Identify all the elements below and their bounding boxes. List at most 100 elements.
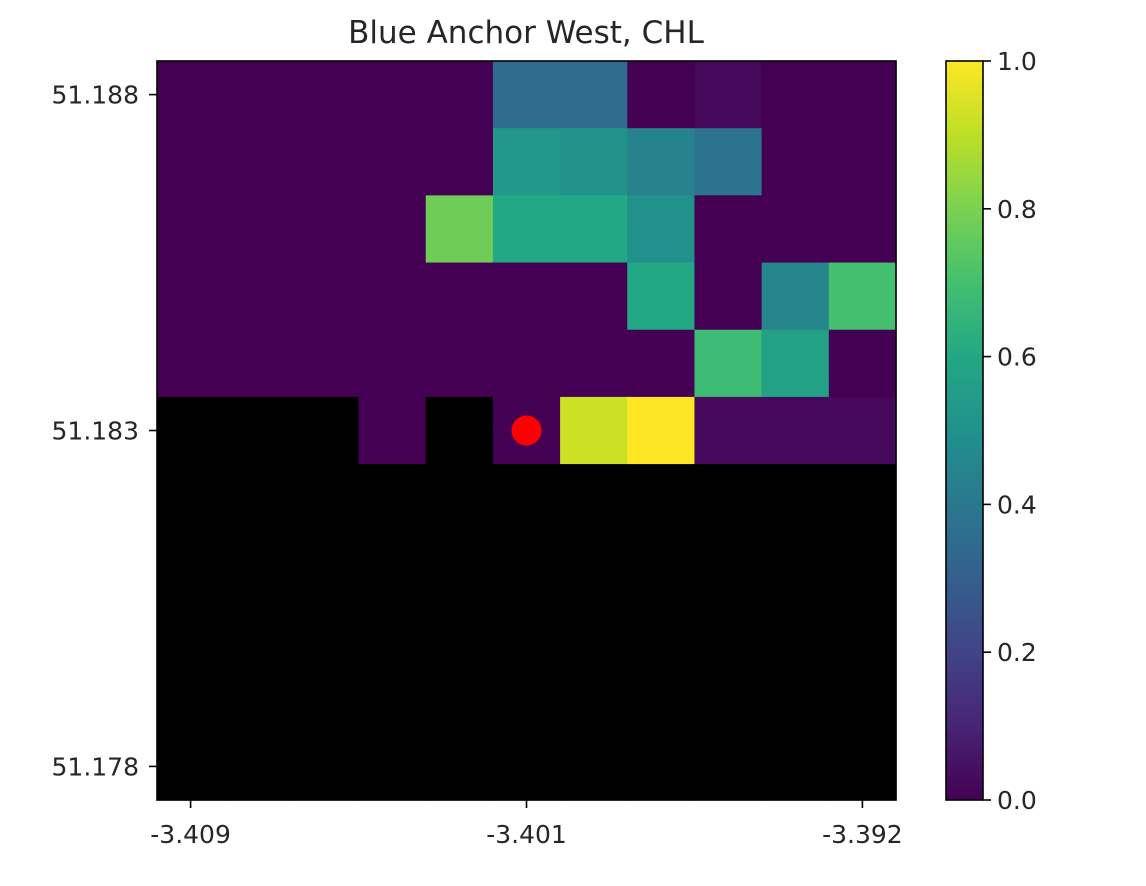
masked-cell (157, 531, 225, 600)
masked-cell (627, 665, 696, 734)
colorbar-tick-label: 0.8 (997, 195, 1037, 224)
heatmap-cell (492, 329, 561, 398)
masked-cell (694, 732, 763, 801)
masked-cell (694, 665, 763, 734)
heatmap-cell (761, 329, 830, 398)
masked-cell (291, 732, 360, 801)
colorbar (946, 61, 983, 800)
heatmap-cell (492, 61, 561, 129)
masked-cell (358, 598, 427, 667)
heatmap-cell (492, 195, 561, 264)
masked-cell (425, 531, 494, 600)
masked-cell (157, 396, 225, 465)
heatmap-cell (358, 396, 427, 465)
masked-cell (224, 531, 292, 600)
masked-cell (694, 531, 763, 600)
heatmap-cell (828, 262, 897, 331)
masked-cell (224, 598, 292, 667)
heatmap-cell (627, 262, 696, 331)
masked-cell (828, 531, 897, 600)
heatmap-cell (828, 61, 897, 129)
heatmap-cell (224, 128, 292, 196)
colorbar-tick-label: 0.6 (997, 343, 1037, 372)
heatmap-cell (291, 262, 360, 331)
masked-cell (828, 464, 897, 532)
heatmap-cell (828, 128, 897, 196)
heatmap-cell (224, 61, 292, 129)
heatmap-cell (291, 128, 360, 196)
heatmap-cell (425, 262, 494, 331)
masked-cell (761, 732, 830, 801)
heatmap-cell (627, 61, 696, 129)
heatmap-cell (358, 329, 427, 398)
masked-cell (492, 464, 561, 532)
masked-cell (224, 732, 292, 801)
masked-cell (224, 464, 292, 532)
heatmap-cell (761, 128, 830, 196)
masked-cell (761, 665, 830, 734)
heatmap-cell (157, 61, 225, 129)
heatmap-cell (358, 128, 427, 196)
masked-cell (828, 665, 897, 734)
heatmap-cell (157, 195, 225, 264)
colorbar-tick-label: 0.4 (997, 490, 1037, 519)
heatmap-cell (358, 195, 427, 264)
masked-cell (560, 464, 628, 532)
masked-cell (560, 732, 628, 801)
masked-cell (761, 598, 830, 667)
heatmap-cell (627, 128, 696, 196)
masked-cell (358, 665, 427, 734)
masked-cell (157, 665, 225, 734)
heatmap-cell (224, 262, 292, 331)
heatmap-cell (425, 128, 494, 196)
masked-cell (425, 396, 494, 465)
masked-cell (627, 732, 696, 801)
y-tick-label: 51.178 (52, 752, 139, 781)
masked-cell (224, 665, 292, 734)
heatmap-cell (157, 128, 225, 196)
heatmap-cell (694, 195, 763, 264)
heatmap-cell (761, 195, 830, 264)
masked-cell (425, 464, 494, 532)
masked-cell (694, 598, 763, 667)
colorbar-tick-label: 0.2 (997, 638, 1037, 667)
heatmap-cell (560, 396, 628, 465)
masked-cell (291, 598, 360, 667)
heatmap-cell (224, 329, 292, 398)
x-tick-label: -3.392 (822, 820, 903, 849)
heatmap-cell (291, 329, 360, 398)
masked-cell (291, 665, 360, 734)
colorbar-tick-label: 0.0 (997, 786, 1037, 815)
masked-cell (291, 464, 360, 532)
heatmap-cell (492, 262, 561, 331)
masked-cell (761, 464, 830, 532)
heatmap-cell (492, 128, 561, 196)
heatmap-cell (425, 329, 494, 398)
heatmap-cell (694, 329, 763, 398)
heatmap-cell (560, 195, 628, 264)
heatmap-cell (560, 329, 628, 398)
heatmap-cell (560, 262, 628, 331)
colorbar-tick-label: 1.0 (997, 47, 1037, 76)
heatmap-cell (157, 329, 225, 398)
masked-cell (157, 732, 225, 801)
x-axis: -3.409 -3.401 -3.392 (150, 800, 903, 849)
heatmap-cell (157, 262, 225, 331)
masked-cell (627, 464, 696, 532)
y-axis: 51.188 51.183 51.178 (52, 81, 157, 781)
masked-cell (560, 531, 628, 600)
masked-cell (828, 598, 897, 667)
heatmap-cell (425, 195, 494, 264)
heatmap-cell (291, 61, 360, 129)
masked-cell (492, 665, 561, 734)
masked-cell (358, 464, 427, 532)
masked-cell (560, 598, 628, 667)
heatmap-cell (627, 195, 696, 264)
masked-cell (425, 732, 494, 801)
masked-cell (157, 598, 225, 667)
marker-layer (511, 415, 542, 446)
heatmap-cell (425, 61, 494, 129)
masked-cell (224, 396, 292, 465)
heatmap-cell (761, 262, 830, 331)
y-tick-label: 51.188 (52, 81, 139, 110)
